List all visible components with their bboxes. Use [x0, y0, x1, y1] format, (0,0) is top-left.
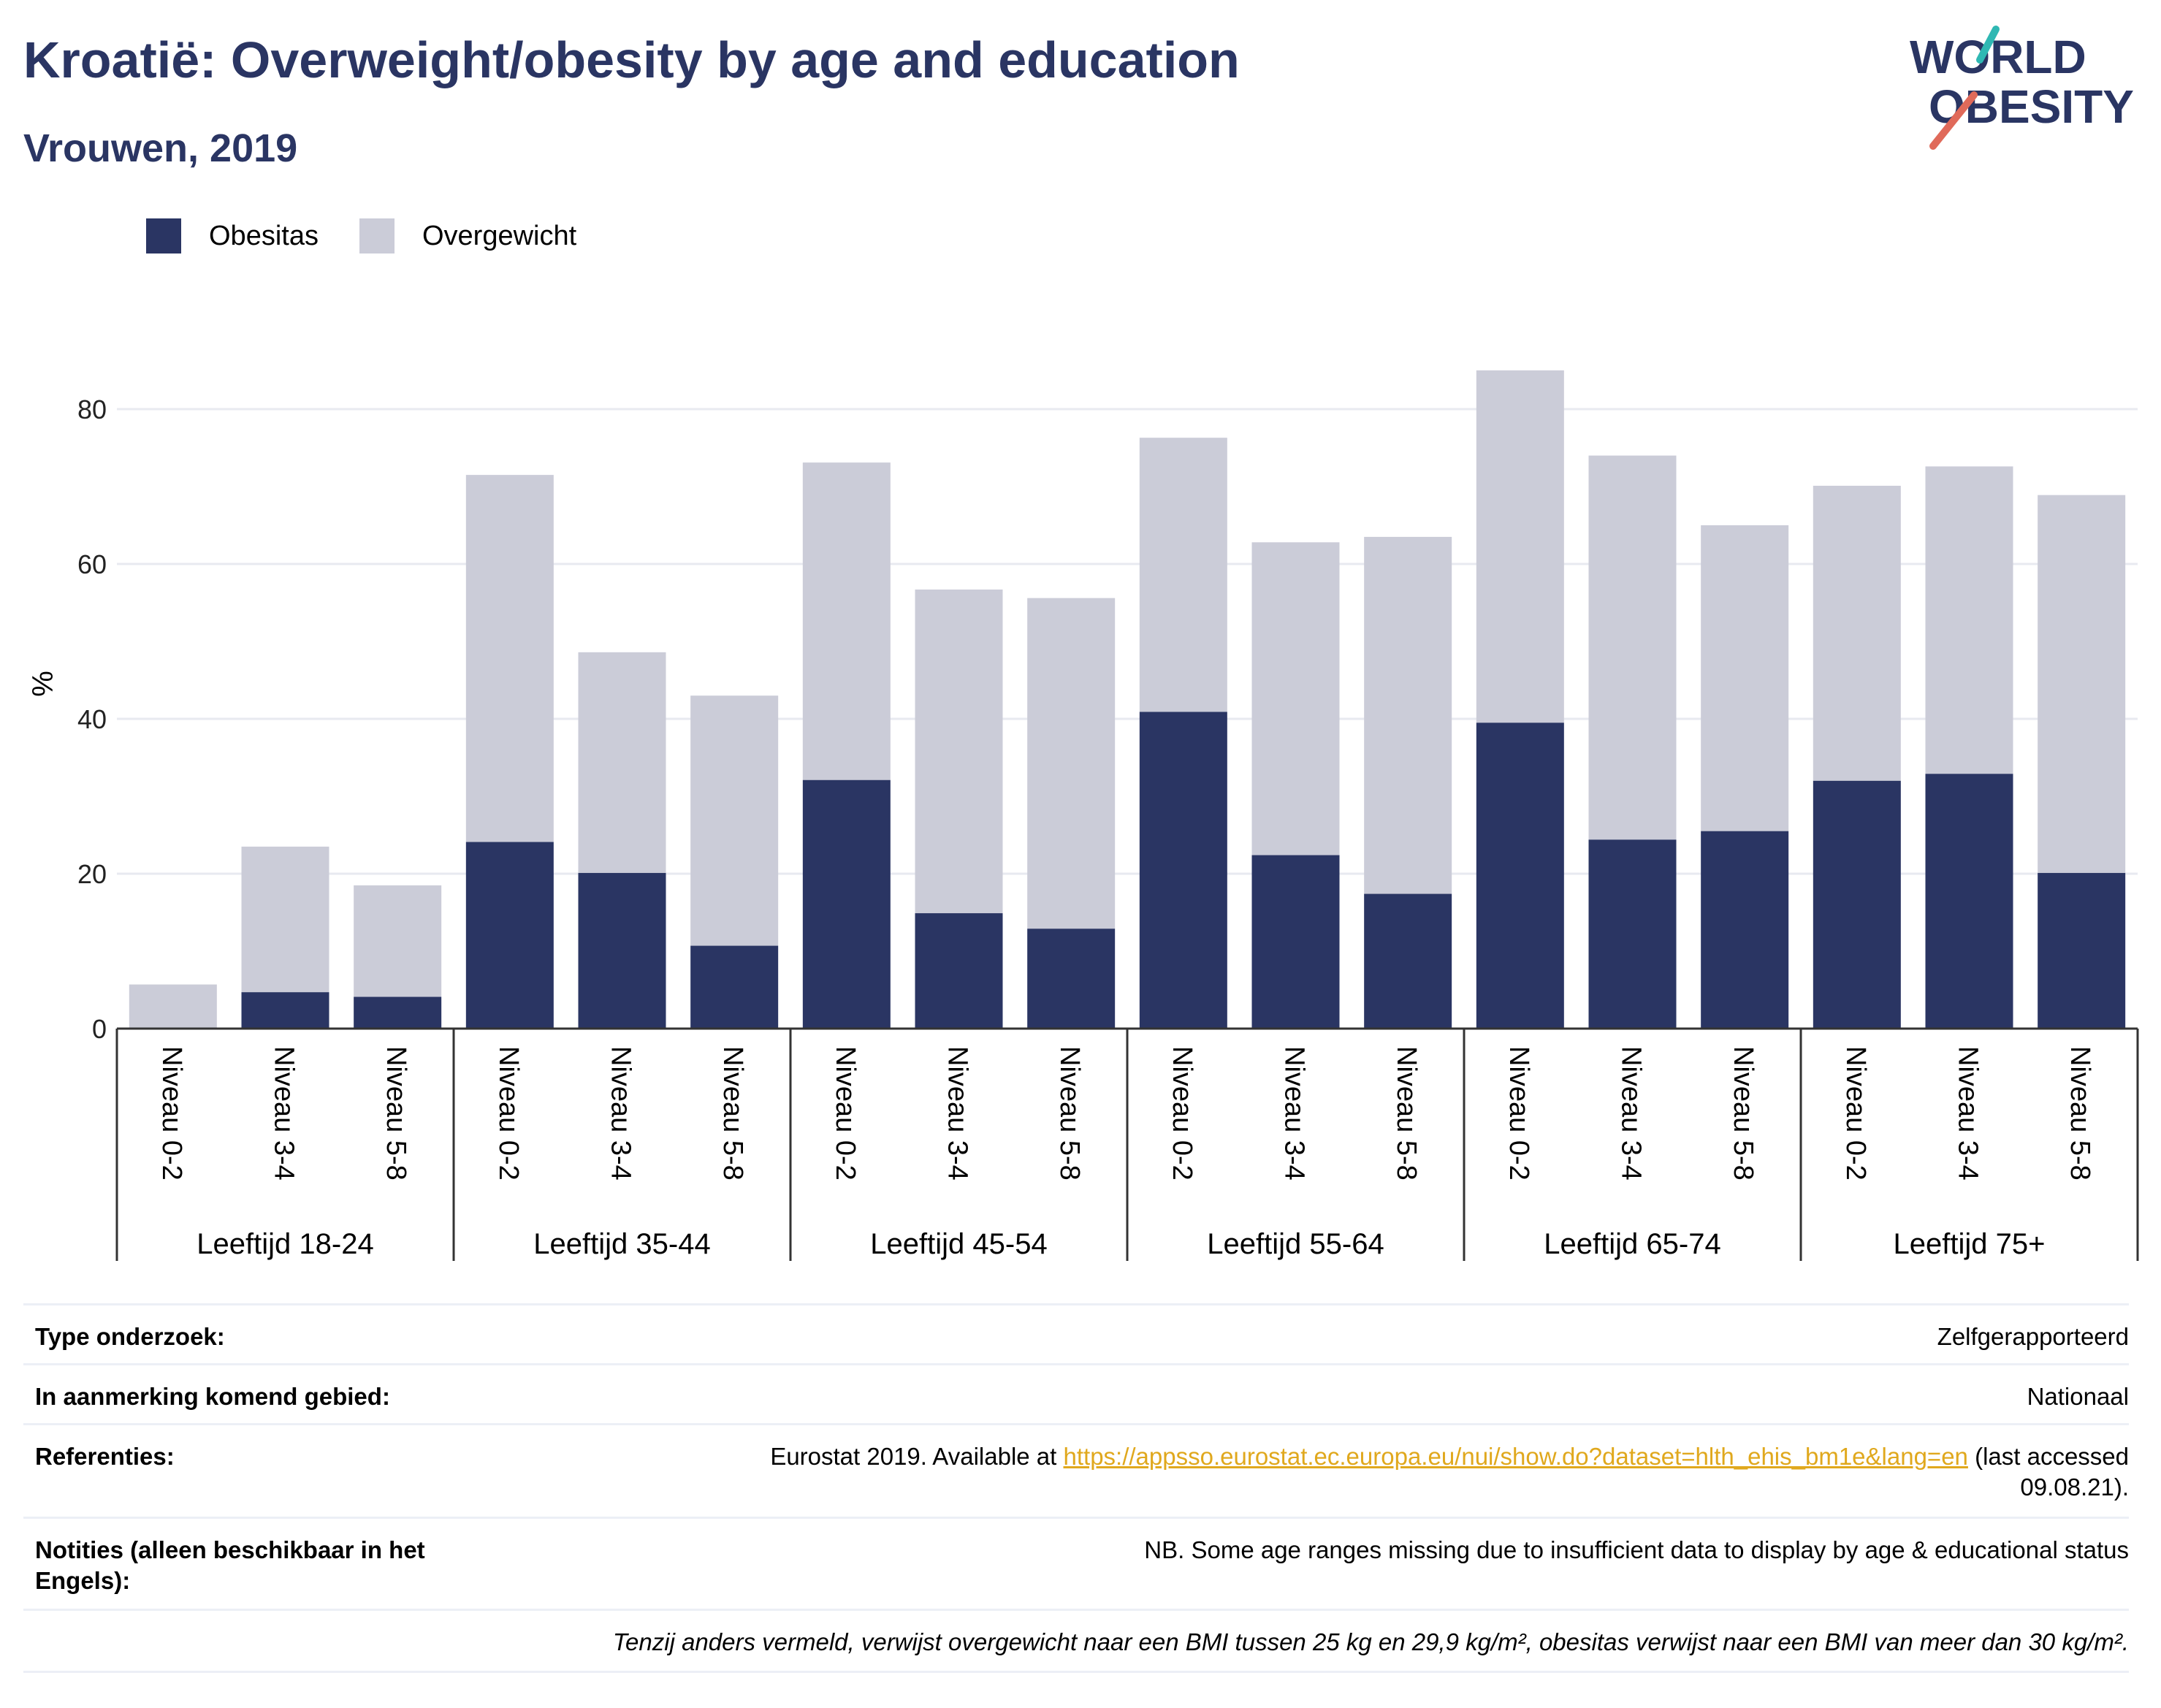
- bar-obesitas: [2038, 872, 2126, 1029]
- group-label: Leeftijd 55-64: [1207, 1228, 1384, 1260]
- info-row-notes: Notities (alleen beschikbaar in het Enge…: [23, 1517, 2129, 1609]
- bar-chart: 0 20 40 60 80% Niveau 0-2 Niveau 3-4 Niveau 5-8…: [27, 370, 2139, 1261]
- bar-obesitas: [802, 779, 891, 1029]
- info-label: In aanmerking komend gebied:: [35, 1383, 390, 1410]
- x-tick-label: Niveau 3-4: [1279, 1046, 1310, 1181]
- bar-obesitas: [915, 913, 1003, 1029]
- logo-line1: WORLD: [1910, 31, 2086, 83]
- info-value: NB. Some age ranges missing due to insuf…: [1144, 1536, 2129, 1563]
- bar-obesitas: [1476, 723, 1564, 1029]
- bar-overgewicht: [1813, 485, 1901, 781]
- x-tick-label: Niveau 0-2: [1167, 1046, 1197, 1181]
- bar-overgewicht: [802, 462, 891, 780]
- y-tick-label: 60: [77, 549, 107, 579]
- bar-overgewicht: [354, 885, 442, 997]
- group-label: Leeftijd 35-44: [533, 1228, 710, 1260]
- bar-overgewicht: [129, 984, 217, 1029]
- bar-obesitas: [1588, 839, 1677, 1029]
- reference-accessed: (last accessed 09.08.21).: [1967, 1443, 2129, 1501]
- group-label: Leeftijd 75+: [1894, 1228, 2046, 1260]
- y-tick-label: 0: [92, 1014, 107, 1044]
- info-value: Zelfgerapporteerd: [1937, 1323, 2129, 1350]
- reference-link[interactable]: https://appsso.eurostat.ec.europa.eu/nui…: [1063, 1443, 1968, 1470]
- info-value: Eurostat 2019. Available at https://apps…: [668, 1441, 2129, 1503]
- bar-obesitas: [1364, 893, 1452, 1029]
- x-tick-label: Niveau 0-2: [156, 1046, 187, 1181]
- bar-overgewicht: [1027, 598, 1116, 929]
- group-label: Leeftijd 45-54: [870, 1228, 1047, 1260]
- x-tick-label: Niveau 5-8: [1391, 1046, 1422, 1181]
- bar-obesitas: [1701, 831, 1789, 1029]
- bar-overgewicht: [1701, 525, 1789, 831]
- bar-overgewicht: [465, 475, 554, 842]
- chart-title: Kroatië: Overweight/obesity by age and e…: [23, 31, 1240, 88]
- legend-item-overgewicht: Overgewicht: [359, 218, 576, 253]
- bar-obesitas: [690, 945, 779, 1029]
- x-tick-label: Niveau 3-4: [269, 1046, 300, 1181]
- legend-swatch-obesitas: [146, 218, 181, 253]
- bar-overgewicht: [2038, 495, 2126, 873]
- bar-obesitas: [1925, 774, 2013, 1029]
- info-row-footnote: Tenzij anders vermeld, verwijst overgewi…: [23, 1609, 2129, 1673]
- bar-obesitas: [354, 996, 442, 1029]
- x-tick-label: Niveau 0-2: [493, 1046, 524, 1181]
- x-tick-label: Niveau 0-2: [1840, 1046, 1871, 1181]
- x-tick-label: Niveau 3-4: [606, 1046, 636, 1181]
- bar-overgewicht: [241, 846, 329, 993]
- info-row-references: Referenties: Eurostat 2019. Available at…: [23, 1423, 2129, 1517]
- bar-obesitas: [578, 872, 666, 1029]
- info-label: Notities (alleen beschikbaar in het Enge…: [35, 1536, 425, 1594]
- group-label: Leeftijd 18-24: [197, 1228, 373, 1260]
- x-tick-label: Niveau 3-4: [1616, 1046, 1647, 1181]
- bar-obesitas: [465, 842, 554, 1029]
- x-tick-label: Niveau 5-8: [1054, 1046, 1085, 1181]
- info-label: Type onderzoek:: [35, 1323, 225, 1350]
- bar-overgewicht: [690, 695, 779, 946]
- bar-obesitas: [1139, 712, 1227, 1029]
- info-label: Referenties:: [35, 1443, 175, 1470]
- bar-overgewicht: [1476, 370, 1564, 723]
- y-axis-label: %: [27, 671, 59, 697]
- y-tick-label: 40: [77, 704, 107, 734]
- x-tick-label: Niveau 0-2: [830, 1046, 861, 1181]
- info-row-area: In aanmerking komend gebied: Nationaal: [23, 1363, 2129, 1424]
- legend-swatch-overgewicht: [359, 218, 395, 253]
- x-tick-label: Niveau 0-2: [1503, 1046, 1534, 1181]
- bar-overgewicht: [1925, 466, 2013, 774]
- y-tick-label: 20: [77, 859, 107, 889]
- bar-obesitas: [1813, 780, 1901, 1029]
- x-tick-label: Niveau 5-8: [1728, 1046, 1758, 1181]
- chart-subtitle: Vrouwen, 2019: [23, 126, 298, 170]
- x-tick-label: Niveau 3-4: [1953, 1046, 1983, 1181]
- world-obesity-logo: WORLD OBESITY: [1910, 26, 2134, 150]
- reference-text: Eurostat 2019. Available at: [770, 1443, 1064, 1470]
- x-tick-label: Niveau 5-8: [2065, 1046, 2095, 1181]
- footnote: Tenzij anders vermeld, verwijst overgewi…: [612, 1628, 2129, 1655]
- bar-obesitas: [1027, 929, 1116, 1029]
- info-row-type: Type onderzoek: Zelfgerapporteerd: [23, 1303, 2129, 1364]
- legend-item-obesitas: Obesitas: [146, 218, 319, 253]
- group-label: Leeftijd 65-74: [1544, 1228, 1720, 1260]
- bar-overgewicht: [1251, 542, 1340, 855]
- info-value: Nationaal: [2027, 1383, 2129, 1410]
- bar-overgewicht: [1364, 536, 1452, 894]
- bar-overgewicht: [915, 589, 1003, 914]
- x-tick-label: Niveau 5-8: [717, 1046, 748, 1181]
- y-tick-label: 80: [77, 394, 107, 424]
- bar-overgewicht: [578, 652, 666, 873]
- bar-obesitas: [1251, 855, 1340, 1029]
- legend-label-obesitas: Obesitas: [209, 220, 319, 251]
- x-tick-label: Niveau 5-8: [381, 1046, 411, 1181]
- chart-legend: Obesitas Overgewicht: [146, 218, 617, 254]
- bar-overgewicht: [1139, 438, 1227, 712]
- bar-obesitas: [241, 992, 329, 1029]
- legend-label-overgewicht: Overgewicht: [422, 220, 577, 251]
- x-tick-label: Niveau 3-4: [942, 1046, 973, 1181]
- bar-overgewicht: [1588, 455, 1677, 840]
